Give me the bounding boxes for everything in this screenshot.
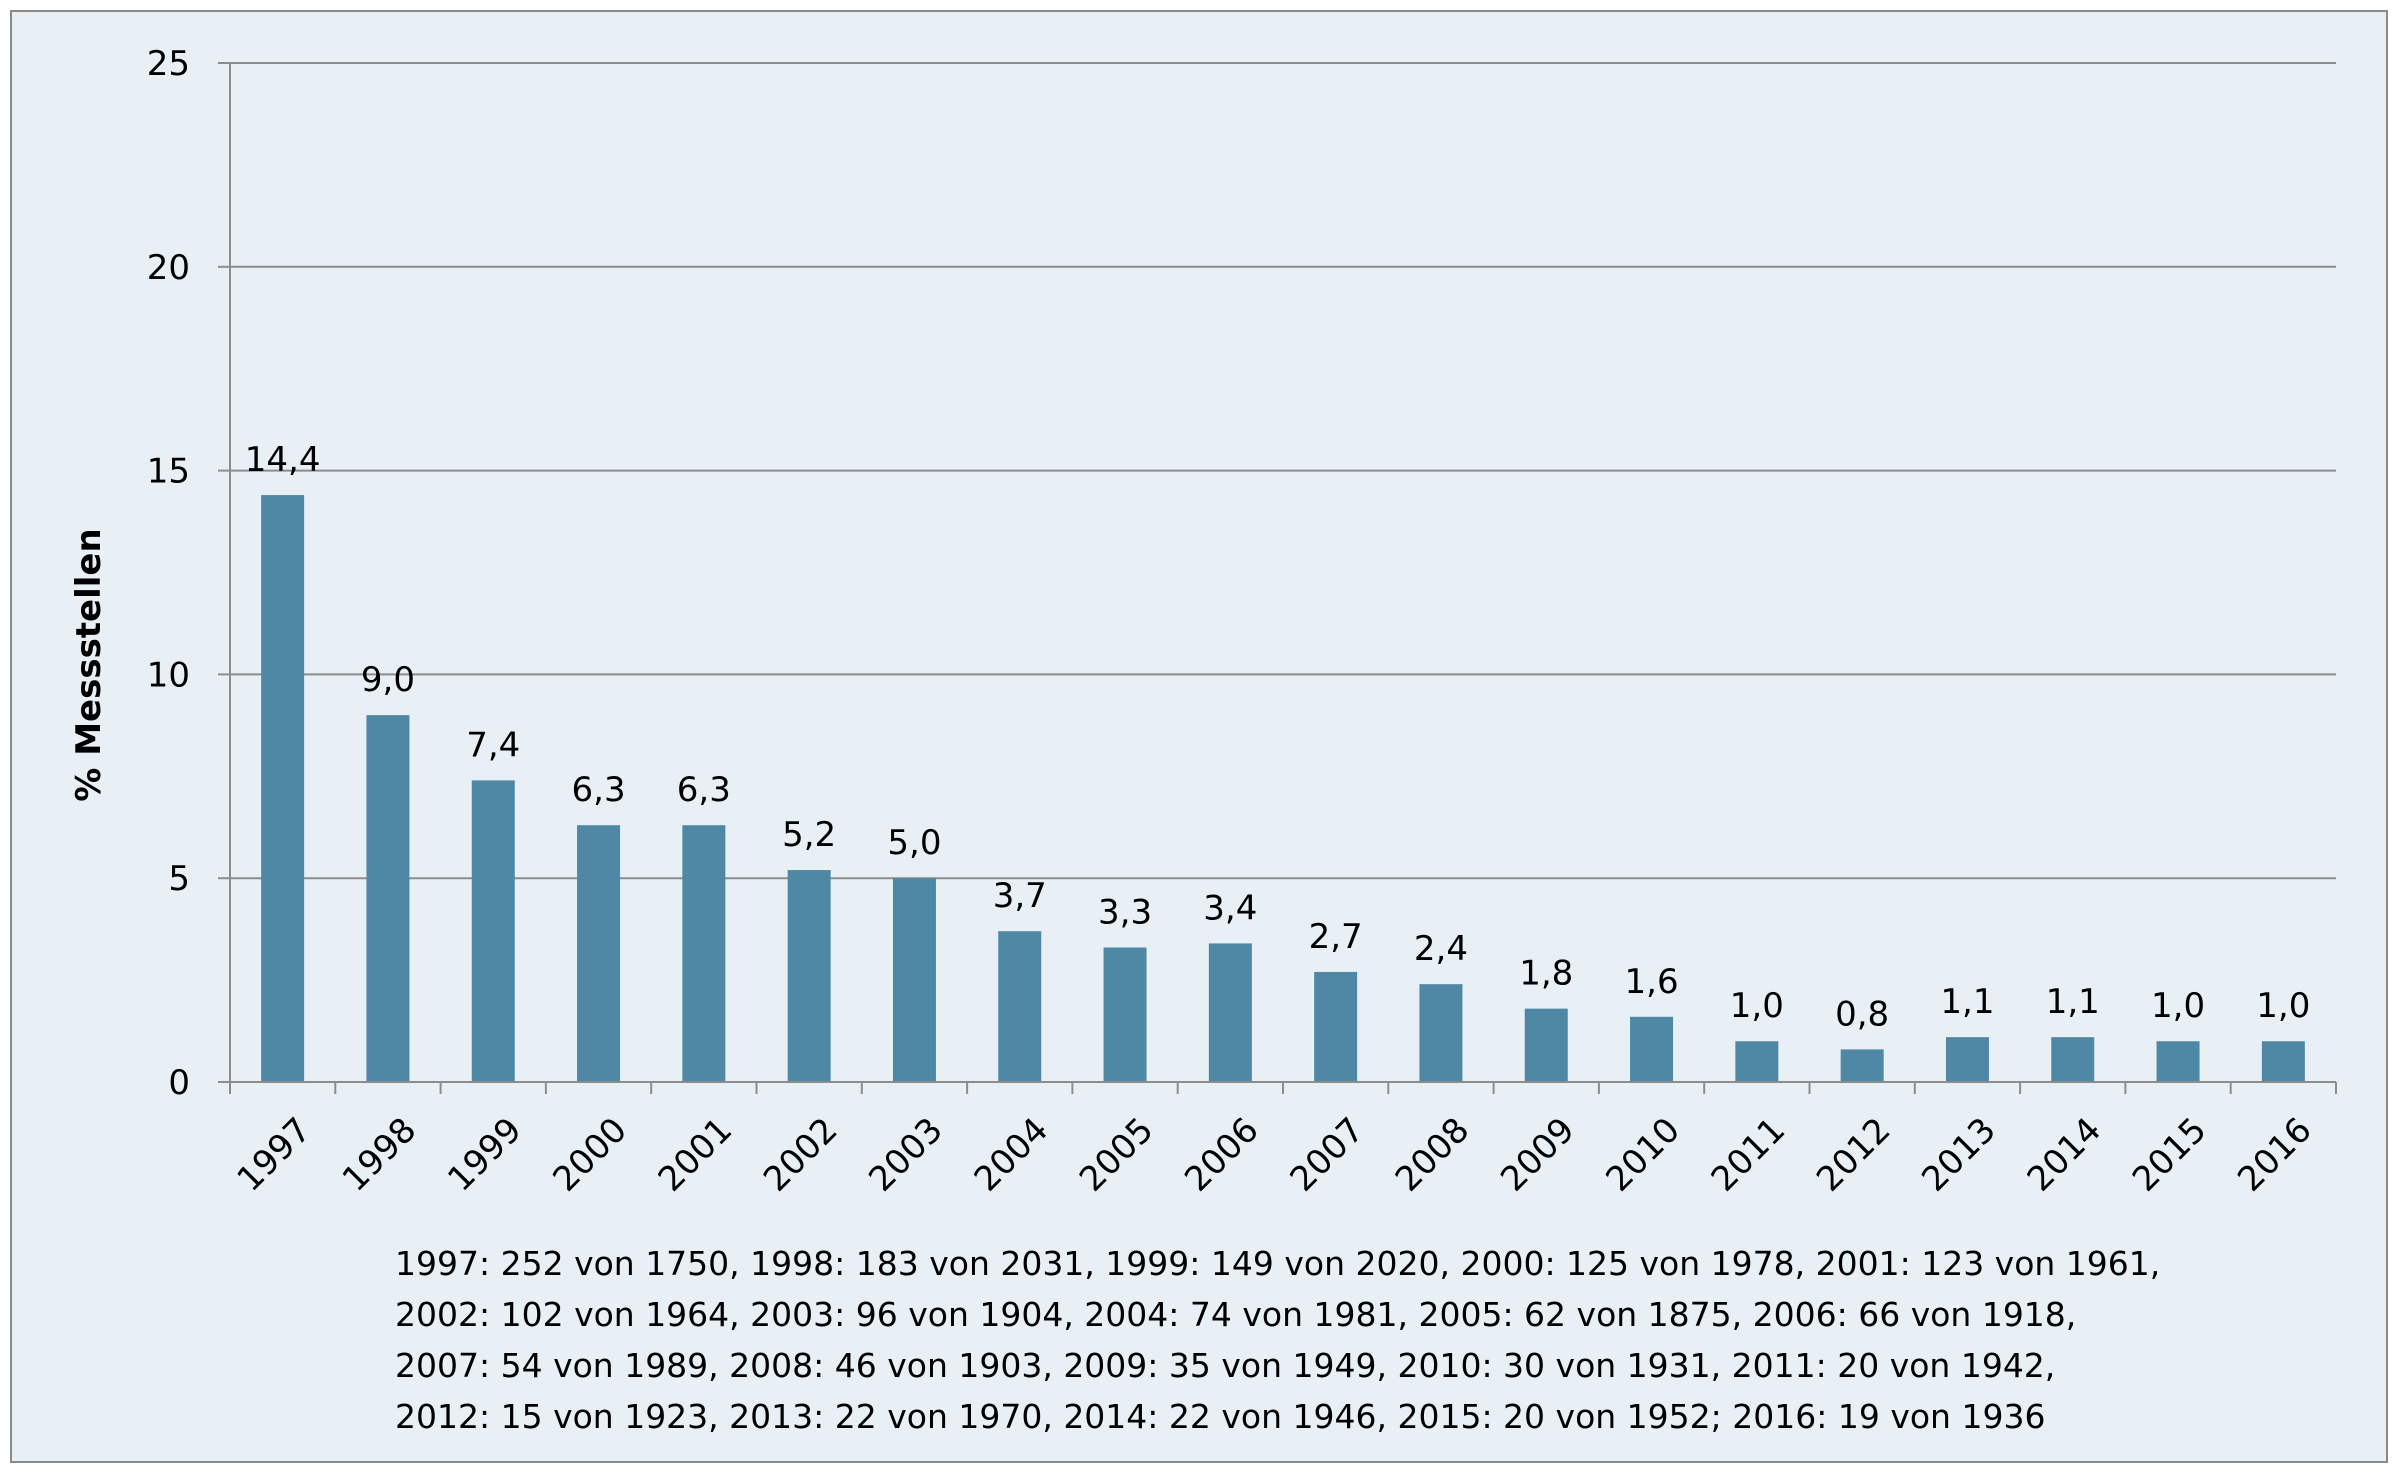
x-tick-label: 2005 [1072,1110,1161,1199]
y-tick-label: 10 [147,655,190,695]
bar-data-label: 9,0 [361,660,415,700]
bar-data-label: 2,4 [1414,929,1468,969]
bar [998,931,1042,1082]
y-tick-label: 15 [147,452,190,492]
bar [1314,971,1358,1082]
bar [1524,1008,1568,1082]
bar [1945,1037,1989,1082]
bar-data-label: 1,0 [2151,986,2205,1026]
bar [2051,1037,2095,1082]
bar [2156,1041,2200,1082]
x-tick-label: 2010 [1598,1110,1687,1199]
x-tick-label: 1998 [335,1110,424,1199]
y-axis-label: % Messstellen [69,528,109,801]
x-tick-label: 2007 [1283,1110,1372,1199]
y-tick-label: 0 [168,1063,190,1103]
bar [892,878,936,1082]
bar-data-label: 2,7 [1309,917,1363,957]
x-tick-label: 2008 [1388,1110,1477,1199]
x-tick-label: 2000 [545,1110,634,1199]
bar [787,870,831,1082]
bar-data-label: 1,1 [1940,982,1994,1022]
gridlines [230,62,2336,880]
bar [1103,947,1147,1082]
note-line: 1997: 252 von 1750, 1998: 183 von 2031, … [395,1244,2161,1283]
bar [2261,1041,2305,1082]
data-labels: 14,4 9,0 7,4 6,3 6,3 5,2 5,0 3,7 3,3 3,4 2,7 2,4 1,8… [245,440,2311,1034]
bar-data-label: 5,0 [887,823,941,863]
sample-counts-note: 1997: 252 von 1750, 1998: 183 von 2031, … [395,1238,2160,1442]
y-tick-label: 25 [147,44,190,84]
bar [261,495,305,1082]
x-tick-label: 2011 [1704,1110,1793,1199]
bar-data-label: 14,4 [245,440,321,480]
bar [366,715,410,1082]
note-line: 2012: 15 von 1923, 2013: 22 von 1970, 20… [395,1397,2046,1436]
bar-data-label: 3,7 [993,876,1047,916]
bar-data-label: 6,3 [572,770,626,810]
x-tick-label: 1999 [440,1110,529,1199]
bar [682,825,726,1082]
x-tick-label: 2016 [2230,1110,2319,1199]
bar [577,825,621,1082]
bar-data-label: 5,2 [782,815,836,855]
bar-data-label: 7,4 [466,725,520,765]
bar [1840,1049,1884,1082]
bar-data-label: 1,0 [2256,986,2310,1026]
bar [1208,943,1252,1082]
y-tick-labels: 0 5 10 15 20 25 [147,44,230,1103]
bar [1630,1016,1674,1082]
x-tick-label: 2001 [651,1110,740,1199]
bar-data-label: 1,6 [1625,962,1679,1002]
x-tick-label: 2012 [1809,1110,1898,1199]
bar-data-label: 3,3 [1098,892,1152,932]
x-tick-label: 2003 [861,1110,950,1199]
axes [229,63,2337,1094]
x-tick-label: 1997 [230,1110,319,1199]
x-tick-label: 2002 [756,1110,845,1199]
bar [471,780,515,1082]
y-tick-label: 20 [147,248,190,288]
bar [1419,984,1463,1082]
x-tick-label: 2004 [967,1110,1056,1199]
bar [1735,1041,1779,1082]
bar-data-label: 1,8 [1519,954,1573,994]
bar-data-label: 6,3 [677,770,731,810]
x-tick-label: 2015 [2125,1110,2214,1199]
note-line: 2002: 102 von 1964, 2003: 96 von 1904, 2… [395,1295,2077,1334]
y-tick-label: 5 [168,859,190,899]
bar-data-label: 3,4 [1203,888,1257,928]
x-tick-labels: 1997 1998 1999 2000 2001 2002 2003 2004 2005 2006… [230,1110,2320,1199]
bar-data-label: 1,1 [2046,982,2100,1022]
x-tick-label: 2014 [2020,1110,2109,1199]
x-tick-label: 2013 [1914,1110,2003,1199]
x-tick-label: 2006 [1177,1110,1266,1199]
bars [261,495,2305,1082]
bar-data-label: 1,0 [1730,986,1784,1026]
bar-data-label: 0,8 [1835,994,1889,1034]
x-tick-label: 2009 [1493,1110,1582,1199]
note-line: 2007: 54 von 1989, 2008: 46 von 1903, 20… [395,1346,2056,1385]
